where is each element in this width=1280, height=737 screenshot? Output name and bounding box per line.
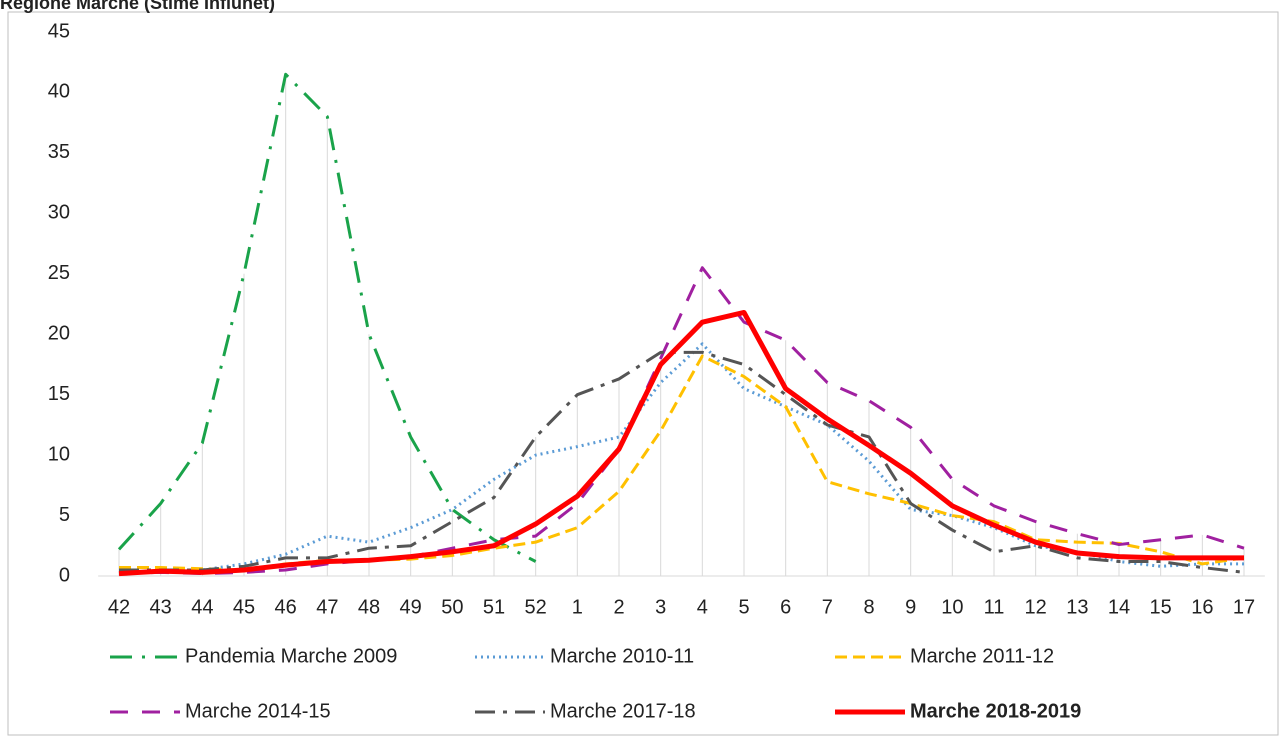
x-tick-label: 15: [1150, 596, 1172, 618]
x-tick-label: 5: [738, 596, 749, 618]
x-tick-label: 45: [233, 596, 255, 618]
chart-title: Regione Marche (Stime Influnet): [0, 0, 275, 13]
x-tick-label: 49: [400, 596, 422, 618]
series-line: [118, 266, 1245, 576]
series-line: [118, 309, 1244, 577]
legend-label: Marche 2018-2019: [910, 700, 1081, 722]
series-line: [117, 72, 537, 563]
x-tick-label: 12: [1025, 596, 1047, 618]
legend-label: Marche 2011-12: [910, 645, 1054, 667]
x-tick-label: 17: [1233, 596, 1255, 618]
legend-label: Marche 2010-11: [550, 645, 694, 667]
y-tick-label: 0: [59, 564, 70, 586]
x-tick-label: 2: [613, 596, 624, 618]
x-tick-label: 8: [863, 596, 874, 618]
x-tick-label: 14: [1108, 596, 1130, 618]
y-tick-label: 5: [59, 504, 70, 526]
y-tick-label: 45: [48, 20, 70, 42]
y-tick-label: 35: [48, 141, 70, 163]
x-tick-label: 48: [358, 596, 380, 618]
x-tick-label: 11: [984, 596, 1005, 618]
x-tick-label: 47: [316, 596, 338, 618]
legend-label: Marche 2014-15: [185, 700, 331, 722]
y-tick-label: 25: [48, 262, 70, 284]
y-tick-label: 10: [48, 443, 70, 465]
legend-label: Pandemia Marche 2009: [185, 645, 397, 667]
x-tick-label: 9: [905, 596, 916, 618]
x-tick-label: 16: [1191, 596, 1213, 618]
x-tick-label: 51: [483, 596, 505, 618]
x-tick-label: 7: [822, 596, 833, 618]
x-tick-label: 4: [697, 596, 708, 618]
series-line: [119, 350, 1245, 574]
x-tick-label: 42: [108, 596, 130, 618]
y-tick-label: 20: [48, 323, 70, 345]
x-tick-label: 50: [441, 596, 463, 618]
x-tick-label: 3: [655, 596, 666, 618]
chart-frame: [7, 11, 1279, 736]
x-tick-label: 1: [572, 596, 583, 618]
y-tick-label: 40: [48, 81, 70, 103]
x-tick-label: 10: [941, 596, 963, 618]
y-tick-label: 15: [48, 383, 70, 405]
x-tick-label: 52: [525, 596, 547, 618]
x-tick-label: 13: [1066, 596, 1088, 618]
x-tick-label: 46: [275, 596, 297, 618]
x-tick-label: 44: [191, 596, 213, 618]
x-tick-label: 6: [780, 596, 791, 618]
y-tick-label: 30: [48, 202, 70, 224]
x-tick-label: 43: [150, 596, 172, 618]
legend-label: Marche 2017-18: [550, 700, 696, 722]
